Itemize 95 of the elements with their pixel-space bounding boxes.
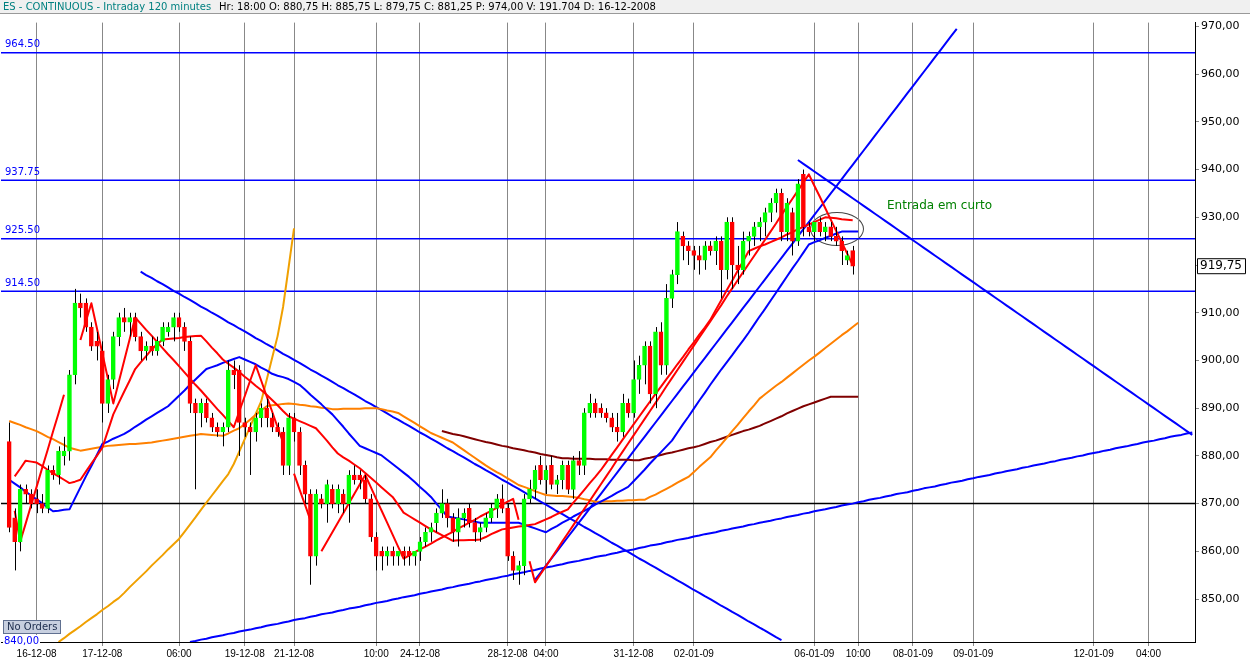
x-tick-label: 06:00 — [166, 647, 192, 659]
x-tick-label: 16-12-08 — [16, 647, 58, 659]
candlestick — [220, 421, 226, 447]
text: 919,75 — [1200, 258, 1242, 273]
ref-line-label: 925.50 — [5, 224, 40, 236]
y-tick-label: 930,00 — [1201, 210, 1240, 224]
x-tick-label: 12-01-09 — [1073, 647, 1115, 659]
candlestick — [390, 546, 395, 567]
candlestick — [182, 321, 187, 352]
candlestick — [56, 445, 61, 486]
x-tick-label: 04:00 — [533, 647, 559, 659]
candlestick — [538, 455, 543, 486]
y-tick-label: 950,00 — [1201, 114, 1240, 128]
y-tick-label: 910,00 — [1201, 305, 1240, 319]
candlestick — [833, 226, 839, 247]
candlestick — [373, 531, 379, 571]
y-tick-label: 870,00 — [1201, 496, 1240, 510]
x-tick-label: 10:00 — [363, 647, 390, 659]
candlestick — [461, 507, 467, 528]
candlestick — [549, 455, 554, 490]
annotation: Entrada em curto — [887, 198, 993, 212]
candlestick — [89, 321, 94, 352]
candlestick — [828, 221, 834, 242]
ref-line-label: 914.50 — [5, 276, 40, 288]
candlestick — [850, 245, 856, 276]
chart-subtitle: Hr: 18:00 O: 880,75 H: 885,75 L: 879,75 C: 881,25 P: 974,00 V: 191.704 D: 16-12-2008 — [219, 1, 656, 12]
candlestick — [357, 469, 363, 490]
candlestick — [713, 235, 719, 266]
y-tick-label: 960,00 — [1201, 67, 1240, 80]
candlestick — [264, 398, 269, 428]
candlestick — [434, 507, 439, 533]
candlestick — [587, 393, 593, 419]
candlestick — [560, 460, 565, 490]
candlestick — [839, 235, 845, 266]
candlestick — [516, 560, 521, 586]
candlestick — [351, 464, 357, 486]
candlestick — [642, 340, 647, 385]
annotation: No Orders — [3, 620, 62, 634]
candlestick — [242, 417, 248, 438]
candlestick — [609, 412, 615, 433]
x-tick-label: 31-12-08 — [613, 647, 655, 659]
candlestick — [768, 197, 773, 223]
candlestick — [822, 221, 828, 242]
x-tick-label: 17-12-08 — [82, 647, 123, 659]
candlestick — [171, 312, 176, 342]
candlestick — [812, 221, 817, 242]
ref-line-label: 937.75 — [5, 165, 40, 177]
candlestick — [483, 512, 489, 533]
y-tick-label: 890,00 — [1201, 401, 1240, 415]
candlestick — [686, 240, 691, 266]
candlestick — [253, 412, 259, 443]
x-tick-label: 04:00 — [1135, 647, 1162, 659]
candlestick — [592, 398, 598, 419]
candlestick — [132, 312, 138, 342]
candlestick — [138, 331, 143, 361]
candlestick — [757, 216, 762, 242]
y-tick-label: 900,00 — [1201, 353, 1240, 367]
candlestick — [423, 526, 428, 548]
x-tick-label: 28-12-08 — [487, 647, 529, 659]
candlestick — [702, 240, 708, 271]
candlestick — [193, 398, 198, 490]
x-tick-label: 08-01-09 — [892, 647, 934, 659]
chart-title: ES - CONTINUOUS - Intraday 120 minutes — [3, 1, 212, 12]
y-tick-label: 940,00 — [1201, 162, 1240, 176]
annotation: 840,00 — [3, 635, 40, 646]
x-tick-label: 24-12-08 — [399, 647, 441, 659]
candlestick — [456, 507, 461, 548]
y-tick-label: 970,00 — [1201, 19, 1240, 33]
x-tick-label: 19-12-08 — [224, 647, 266, 659]
candlestick — [401, 546, 406, 567]
y-tick-label: 860,00 — [1201, 544, 1240, 558]
candlestick — [204, 398, 209, 423]
candlestick — [477, 522, 483, 543]
y-tick-label: 880,00 — [1201, 448, 1240, 462]
candlestick — [105, 374, 111, 414]
candlestick — [116, 312, 122, 347]
x-tick-label: 09-01-09 — [953, 647, 994, 659]
x-tick-label: 06-01-09 — [794, 647, 835, 659]
candlestick — [160, 321, 165, 347]
candlestick — [379, 546, 384, 571]
x-tick-label: 02-01-09 — [673, 647, 715, 659]
x-tick-label: 10:00 — [845, 647, 872, 659]
candlestick — [121, 307, 127, 333]
candlestick — [149, 336, 154, 357]
y-tick-label: 850,00 — [1201, 591, 1240, 605]
candlestick — [127, 312, 133, 338]
candlestick — [445, 498, 450, 528]
candlestick — [735, 245, 740, 285]
candlestick — [697, 245, 702, 276]
candlestick — [614, 412, 620, 443]
x-tick-label: 21-12-08 — [274, 647, 315, 659]
candlestick — [247, 421, 253, 476]
ref-line-label: 964.50 — [5, 38, 40, 50]
candlestick — [78, 293, 83, 319]
candlestick — [746, 231, 751, 256]
